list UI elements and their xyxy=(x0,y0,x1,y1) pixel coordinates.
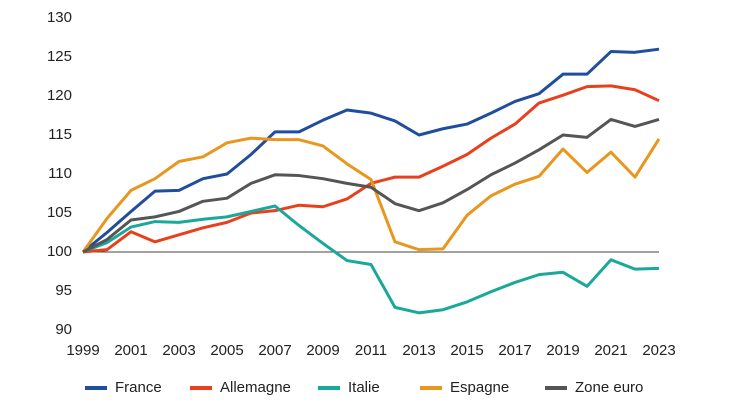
x-tick-label: 2005 xyxy=(210,342,243,359)
x-tick-label: 2007 xyxy=(258,342,291,359)
series-line xyxy=(82,204,660,315)
x-tick-label: 2019 xyxy=(546,342,579,359)
x-tick-label: 2015 xyxy=(450,342,483,359)
y-tick-label: 95 xyxy=(55,282,72,299)
y-tick-label: 110 xyxy=(48,165,72,182)
legend-label: Zone euro xyxy=(575,379,643,396)
x-tick-label: 2003 xyxy=(162,342,195,359)
x-tick-label: 1999 xyxy=(66,342,99,359)
x-tick-label: 2001 xyxy=(114,342,147,359)
legend-label: Espagne xyxy=(450,379,509,396)
y-tick-label: 125 xyxy=(47,48,72,65)
series-line xyxy=(81,136,661,253)
x-tick-label: 2009 xyxy=(306,342,339,359)
x-tick-label: 2013 xyxy=(402,342,435,359)
x-tick-label: 2017 xyxy=(498,342,531,359)
x-tick-label: 2023 xyxy=(642,342,675,359)
series-line xyxy=(82,47,660,254)
y-tick-label: 120 xyxy=(47,87,72,104)
series-line xyxy=(82,117,660,254)
legend-label: Italie xyxy=(348,379,380,396)
legend-label: Allemagne xyxy=(220,379,291,396)
y-tick-label: 90 xyxy=(55,321,72,338)
x-tick-label: 2011 xyxy=(355,342,387,359)
legend-label: France xyxy=(115,379,162,396)
y-tick-label: 115 xyxy=(48,126,72,143)
y-tick-label: 130 xyxy=(47,9,72,26)
x-tick-label: 2021 xyxy=(594,342,627,359)
y-tick-label: 105 xyxy=(47,204,72,221)
y-tick-label: 100 xyxy=(47,243,72,260)
